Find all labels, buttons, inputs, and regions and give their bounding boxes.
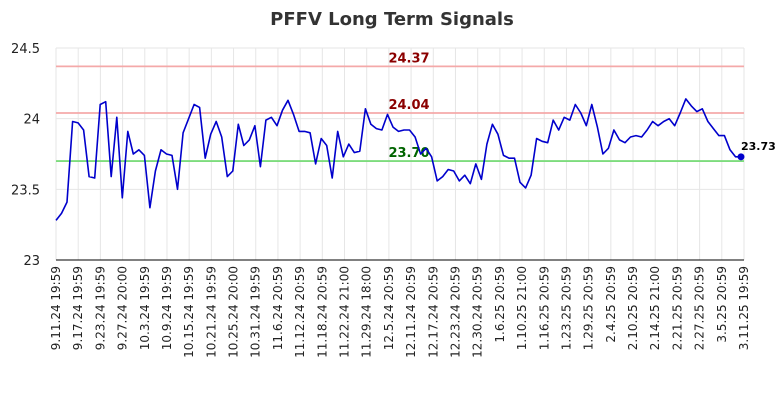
x-tick-label: 11.18.24 20:59: [315, 266, 329, 358]
x-tick-label: 10.3.24 19:59: [138, 266, 152, 350]
x-tick-label: 3.5.25 20:59: [715, 266, 729, 343]
x-tick-label: 9.27.24 20:00: [116, 266, 130, 350]
x-tick-label: 10.21.24 19:59: [204, 266, 218, 358]
x-tick-label: 10.25.24 20:00: [227, 266, 241, 358]
x-tick-label: 2.4.25 20:59: [604, 266, 618, 343]
x-tick-label: 9.17.24 19:59: [71, 266, 85, 350]
x-tick-label: 1.23.25 20:59: [559, 266, 573, 350]
signal-label: 23.70: [388, 146, 429, 161]
price-line: [55, 98, 741, 221]
x-tick-label: 2.14.25 21:00: [648, 266, 662, 350]
x-tick-label: 1.10.25 21:00: [515, 266, 529, 350]
signal-lines: 24.37 24.04 23.70: [56, 51, 744, 162]
chart-title: PFFV Long Term Signals: [270, 9, 514, 30]
x-tick-label: 2.21.25 20:59: [670, 266, 684, 350]
x-tick-label: 2.10.25 20:59: [626, 266, 640, 350]
signal-label: 24.37: [388, 51, 429, 66]
x-tick-label: 10.31.24 19:59: [249, 266, 263, 358]
price-series: 23.73: [55, 98, 776, 221]
x-tick-label: 2.27.25 20:59: [693, 266, 707, 350]
y-axis-ticks: 23 23.5 24 24.5: [11, 42, 40, 269]
y-tick-label: 24.5: [11, 42, 40, 57]
y-tick-label: 23: [23, 254, 40, 269]
x-tick-label: 3.11.25 19:59: [737, 266, 751, 350]
x-tick-label: 12.23.24 20:59: [448, 266, 462, 358]
last-point: [737, 153, 745, 161]
x-tick-label: 1.29.25 20:59: [582, 266, 596, 350]
x-tick-label: 10.15.24 19:59: [182, 266, 196, 358]
x-tick-label: 11.29.24 18:00: [360, 266, 374, 358]
x-tick-label: 11.12.24 20:59: [293, 266, 307, 358]
x-tick-label: 10.9.24 19:59: [160, 266, 174, 350]
x-axis-ticks: 9.11.24 19:59 9.17.24 19:59 9.23.24 19:59 9…: [49, 266, 751, 358]
x-tick-label: 11.6.24 20:59: [271, 266, 285, 350]
x-tick-label: 9.11.24 19:59: [49, 266, 63, 350]
x-tick-label: 12.5.24 20:59: [382, 266, 396, 350]
signal-label: 24.04: [388, 98, 429, 113]
x-tick-label: 12.11.24 20:59: [404, 266, 418, 358]
x-tick-label: 1.16.25 20:59: [537, 266, 551, 350]
x-tick-label: 1.6.25 20:59: [493, 266, 507, 343]
x-tick-label: 12.30.24 20:59: [471, 266, 485, 358]
y-tick-label: 24: [23, 113, 40, 128]
x-tick-label: 11.22.24 21:00: [338, 266, 352, 358]
y-tick-label: 23.5: [11, 183, 40, 198]
x-tick-label: 12.17.24 20:59: [426, 266, 440, 358]
x-tick-label: 9.23.24 19:59: [93, 266, 107, 350]
last-value-label: 23.73: [741, 140, 776, 153]
